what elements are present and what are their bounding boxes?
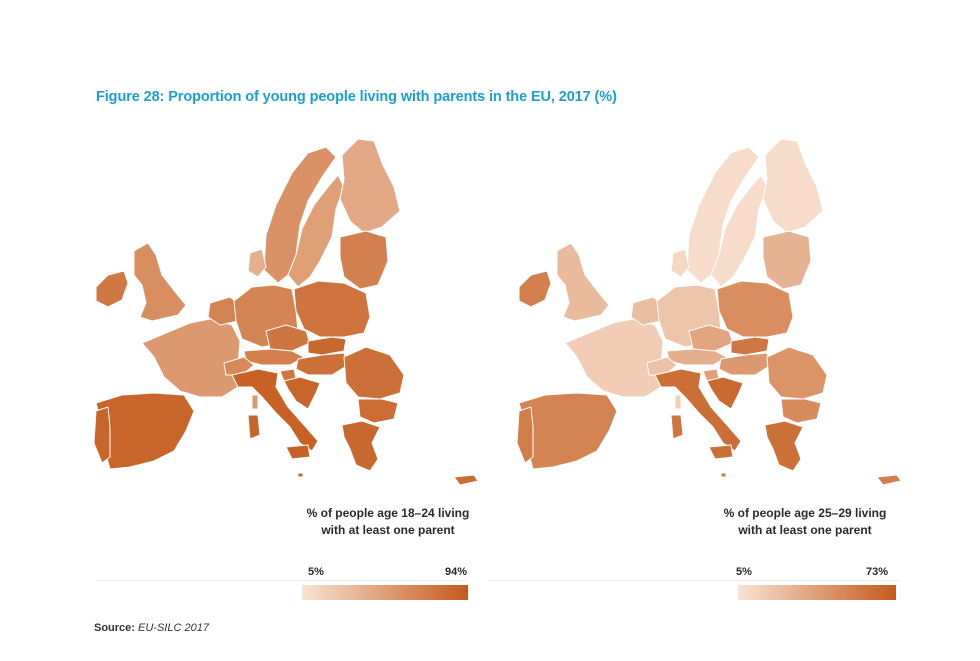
region-italy [231, 368, 319, 452]
legend-right-line2: with at least one parent [738, 523, 872, 537]
region-spain [95, 392, 195, 470]
region-austria [243, 348, 305, 366]
region-ireland [95, 270, 129, 308]
region-hungary [718, 352, 772, 376]
region-czechia [688, 324, 734, 352]
legend-right-max: 73% [866, 566, 889, 578]
legend-right-min: 5% [736, 566, 752, 578]
region-austria [666, 348, 728, 366]
legend-right-line1: % of people age 25–29 living [723, 506, 887, 520]
region-sicily [285, 444, 311, 460]
figure-title: Figure 28: Proportion of young people li… [96, 89, 617, 105]
region-united-kingdom [133, 242, 187, 322]
region-finland [339, 138, 401, 234]
region-denmark [670, 248, 690, 278]
region-sardinia [670, 414, 684, 440]
legend-left-max: 94% [445, 566, 468, 578]
region-greece [764, 420, 804, 472]
source-value: EU-SILC 2017 [138, 622, 209, 634]
region-cyprus [453, 474, 479, 486]
legend-left-line2: with at least one parent [321, 523, 455, 537]
region-baltic-states [762, 230, 812, 290]
region-ireland [518, 270, 552, 308]
legend-right-title: % of people age 25–29 living with at lea… [700, 505, 910, 539]
region-czechia [265, 324, 311, 352]
region-spain [518, 392, 618, 470]
region-greece [341, 420, 381, 472]
legend-left-title: % of people age 18–24 living with at lea… [288, 505, 488, 539]
region-portugal [93, 406, 111, 464]
region-cyprus [876, 474, 902, 486]
legend-left-min: 5% [308, 566, 324, 578]
region-romania [343, 346, 405, 400]
region-slovakia [307, 336, 347, 356]
region-slovakia [730, 336, 770, 356]
region-bulgaria [357, 398, 399, 424]
divider [96, 580, 466, 581]
legend-left-gradient [302, 585, 468, 600]
region-finland [762, 138, 824, 234]
region-italy [654, 368, 742, 452]
region-romania [766, 346, 828, 400]
region-united-kingdom [556, 242, 610, 322]
legend-right-gradient [738, 585, 896, 600]
legend-left-line1: % of people age 18–24 living [306, 506, 470, 520]
region-denmark [247, 248, 267, 278]
region-france [141, 318, 241, 398]
source-label: Source: [94, 622, 135, 634]
region-croatia [706, 376, 744, 410]
region-bulgaria [780, 398, 822, 424]
region-corsica [251, 394, 259, 410]
region-corsica [674, 394, 682, 410]
region-portugal [516, 406, 534, 464]
region-france [564, 318, 664, 398]
region-sardinia [247, 414, 261, 440]
region-switzerland [223, 356, 255, 376]
region-poland [716, 280, 794, 338]
map-18-24 [93, 138, 479, 486]
region-switzerland [646, 356, 678, 376]
divider [490, 580, 900, 581]
region-sicily [708, 444, 734, 460]
region-hungary [295, 352, 349, 376]
region-baltic-states [339, 230, 389, 290]
region-malta [720, 472, 727, 478]
source-note: Source: EU-SILC 2017 [94, 622, 209, 634]
region-croatia [283, 376, 321, 410]
region-poland [293, 280, 371, 338]
region-malta [297, 472, 304, 478]
map-25-29 [516, 138, 902, 486]
